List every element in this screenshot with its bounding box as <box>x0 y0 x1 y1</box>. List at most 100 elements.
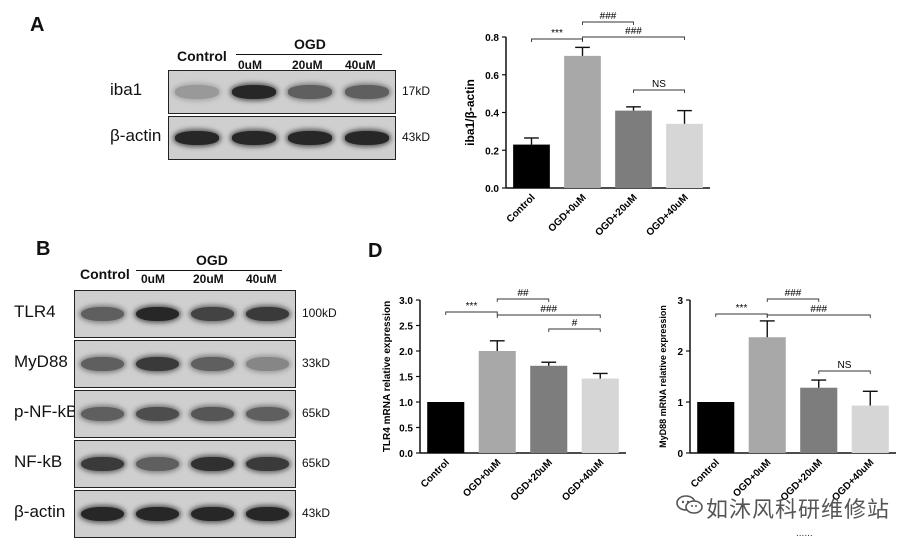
b-protein-label-actin: β-actin <box>14 502 66 521</box>
y-tick-label: 1.5 <box>399 373 413 384</box>
a-blot-strip-iba1 <box>168 70 396 114</box>
b-blot-strip-myd88 <box>74 340 296 388</box>
bar-ogd-20um <box>530 365 568 453</box>
a-ogd-bracket <box>236 54 382 55</box>
significance-label: ### <box>810 304 827 315</box>
a-protein-label-actin: β-actin <box>110 126 162 145</box>
y-axis-label: TLR4 mRNA relative expression <box>382 301 393 452</box>
y-tick-label: 0.6 <box>485 71 499 82</box>
significance-label: *** <box>551 28 563 39</box>
a-lane-40um: 40uM <box>345 58 376 72</box>
b-blot-strip-p-nf-kb <box>74 390 296 438</box>
significance-label: ### <box>785 288 802 299</box>
significance-label: NS <box>652 79 666 90</box>
category-label-control: Control <box>689 457 722 490</box>
b-band-tlr4-lane-2 <box>136 306 179 322</box>
panel-letter-d: D <box>368 240 383 262</box>
b-protein-label-p-nf-kb: p-NF-kB <box>14 402 78 421</box>
y-tick-label: 0.2 <box>485 146 499 157</box>
a-blot-strip-actin <box>168 116 396 160</box>
bar-ogd-0um <box>564 55 601 188</box>
b-band-actin-lane-3 <box>191 506 234 522</box>
b-band-nf-kb-lane-2 <box>136 456 179 472</box>
a-band-actin-lane-1 <box>175 131 220 145</box>
significance-bracket <box>496 298 550 302</box>
b-band-myd88-lane-4 <box>246 356 289 372</box>
category-label-ogd-40um: OGD+40uM <box>645 192 691 238</box>
significance-label: ### <box>540 304 557 315</box>
b-kd-label-tlr4: 100kD <box>302 306 337 320</box>
bar-ogd-0um <box>748 337 786 453</box>
significance-bracket <box>633 89 685 93</box>
b-protein-label-myd88: MyD88 <box>14 352 68 371</box>
watermark-dots: ...... <box>796 528 813 539</box>
b-band-tlr4-lane-1 <box>81 306 124 322</box>
b-kd-label-nf-kb: 65kD <box>302 456 331 470</box>
b-band-myd88-lane-3 <box>191 356 234 372</box>
significance-bracket <box>818 370 871 374</box>
b-ogd-header: OGD <box>196 252 228 268</box>
a-band-actin-lane-2 <box>231 131 276 145</box>
b-band-tlr4-lane-3 <box>191 306 234 322</box>
a-band-actin-lane-4 <box>344 131 389 145</box>
significance-bracket <box>715 313 768 317</box>
y-tick-label: 0 <box>677 449 683 460</box>
b-kd-label-p-nf-kb: 65kD <box>302 406 331 420</box>
b-blot-strip-actin <box>74 490 296 538</box>
y-tick-label: 0.4 <box>485 109 499 120</box>
bar-ogd-40um <box>851 405 889 453</box>
y-tick-label: 0.0 <box>399 449 413 460</box>
significance-label: *** <box>736 303 748 314</box>
b-band-p-nf-kb-lane-2 <box>136 406 179 422</box>
y-tick-label: 0.0 <box>485 184 499 195</box>
bar-control <box>697 402 735 453</box>
a-lane-0um: 0uM <box>238 58 262 72</box>
y-tick-label: 0.8 <box>485 33 499 44</box>
significance-bracket <box>496 314 601 318</box>
a-band-iba1-lane-3 <box>288 85 333 99</box>
b-lane-0um: 0uM <box>141 272 165 286</box>
category-label-ogd-0um: OGD+0uM <box>461 457 503 499</box>
b-band-nf-kb-lane-1 <box>81 456 124 472</box>
y-tick-label: 0.5 <box>399 424 413 435</box>
a-kd-label-iba1: 17kD <box>402 84 431 98</box>
significance-label: ### <box>600 11 617 22</box>
y-tick-label: 1.0 <box>399 398 413 409</box>
significance-label: # <box>572 318 578 329</box>
significance-label: *** <box>466 301 478 312</box>
significance-bracket <box>548 328 601 332</box>
a-band-iba1-lane-2 <box>231 85 276 99</box>
significance-bracket <box>445 311 498 315</box>
significance-bracket <box>766 298 820 302</box>
a-kd-label-actin: 43kD <box>402 130 431 144</box>
chart-iba1-ratio: 0.0 0.2 0.4 0.6 0.8 iba1/β-actin Control OGD+0u… <box>463 11 710 238</box>
b-protein-label-tlr4: TLR4 <box>14 302 56 321</box>
category-label-ogd-20um: OGD+20uM <box>594 192 640 238</box>
b-lane-40um: 40uM <box>246 272 277 286</box>
chart-tlr4-mrna: 0.0 0.5 1.0 1.5 2.0 2.5 3.0 TLR4 mRNA relative … <box>382 288 626 503</box>
bar-ogd-20um <box>800 387 838 453</box>
b-band-myd88-lane-1 <box>81 356 124 372</box>
a-lane-20um: 20uM <box>292 58 323 72</box>
b-band-myd88-lane-2 <box>136 356 179 372</box>
b-blot-strip-tlr4 <box>74 290 296 338</box>
y-tick-label: 3 <box>677 296 683 307</box>
significance-bracket <box>582 36 685 40</box>
panel-letter-b: B <box>36 238 51 260</box>
significance-label: ## <box>517 288 529 299</box>
b-band-p-nf-kb-lane-4 <box>246 406 289 422</box>
b-blot-strip-nf-kb <box>74 440 296 488</box>
b-band-nf-kb-lane-3 <box>191 456 234 472</box>
b-band-p-nf-kb-lane-3 <box>191 406 234 422</box>
a-ogd-header: OGD <box>294 36 326 52</box>
b-control-header: Control <box>80 266 130 282</box>
b-ogd-bracket <box>136 270 282 271</box>
wechat-logo-icon <box>676 494 704 516</box>
y-tick-label: 2.5 <box>399 322 413 333</box>
a-band-iba1-lane-4 <box>344 85 389 99</box>
y-tick-label: 2 <box>677 347 683 358</box>
b-kd-label-actin: 43kD <box>302 506 331 520</box>
category-label-control: Control <box>419 457 452 490</box>
significance-label: ### <box>625 26 642 37</box>
watermark-text: 如沐风科研维修站 <box>706 497 891 522</box>
